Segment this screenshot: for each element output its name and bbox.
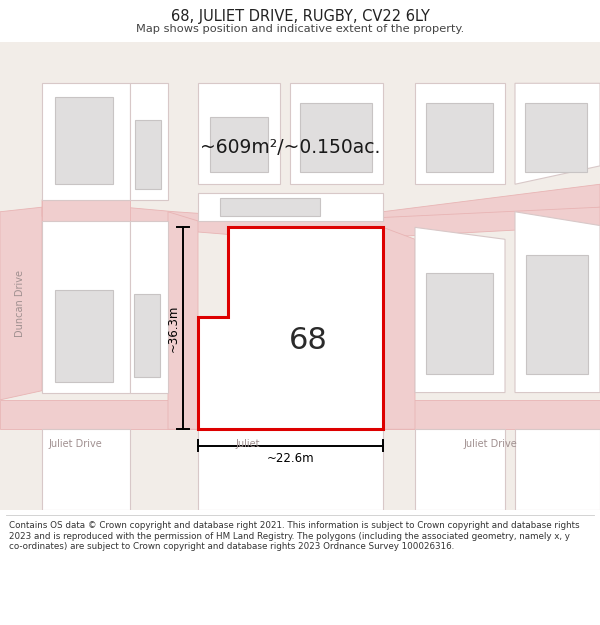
Text: Contains OS data © Crown copyright and database right 2021. This information is : Contains OS data © Crown copyright and d… (9, 521, 580, 551)
Polygon shape (130, 83, 168, 200)
Polygon shape (198, 83, 280, 184)
Text: Juliet Drive: Juliet Drive (48, 439, 102, 449)
Polygon shape (515, 429, 600, 510)
Polygon shape (415, 228, 505, 392)
Polygon shape (130, 221, 168, 392)
Polygon shape (42, 221, 130, 392)
Text: ~36.3m: ~36.3m (167, 304, 179, 352)
Polygon shape (198, 228, 383, 429)
Text: Juliet: Juliet (236, 439, 260, 449)
Bar (426, 104, 493, 172)
Text: 68, JULIET DRIVE, RUGBY, CV22 6LY: 68, JULIET DRIVE, RUGBY, CV22 6LY (170, 9, 430, 24)
Polygon shape (42, 200, 600, 241)
Polygon shape (42, 200, 130, 221)
Polygon shape (290, 83, 383, 184)
Polygon shape (415, 429, 505, 510)
Bar (210, 118, 268, 172)
Text: 68: 68 (289, 326, 328, 355)
Bar (525, 104, 587, 172)
Polygon shape (515, 83, 600, 184)
Bar (300, 104, 372, 172)
Polygon shape (310, 184, 600, 244)
Text: ~609m²/~0.150ac.: ~609m²/~0.150ac. (200, 138, 380, 157)
Text: ~22.6m: ~22.6m (266, 452, 314, 465)
Polygon shape (515, 212, 600, 392)
Bar (135, 120, 161, 189)
Polygon shape (42, 83, 130, 200)
Polygon shape (0, 400, 600, 429)
Text: Duncan Drive: Duncan Drive (15, 270, 25, 337)
Bar (55, 290, 113, 381)
Polygon shape (0, 207, 42, 400)
Bar (248, 267, 338, 363)
Polygon shape (168, 212, 198, 429)
Polygon shape (383, 228, 415, 429)
Bar (55, 97, 113, 184)
Polygon shape (415, 83, 505, 184)
Bar (426, 273, 493, 374)
Polygon shape (198, 193, 383, 221)
Text: Juliet Drive: Juliet Drive (463, 439, 517, 449)
Bar (134, 294, 160, 377)
Bar (220, 198, 320, 216)
Text: Map shows position and indicative extent of the property.: Map shows position and indicative extent… (136, 24, 464, 34)
Bar (526, 255, 588, 374)
Polygon shape (198, 429, 383, 510)
Polygon shape (42, 429, 130, 510)
